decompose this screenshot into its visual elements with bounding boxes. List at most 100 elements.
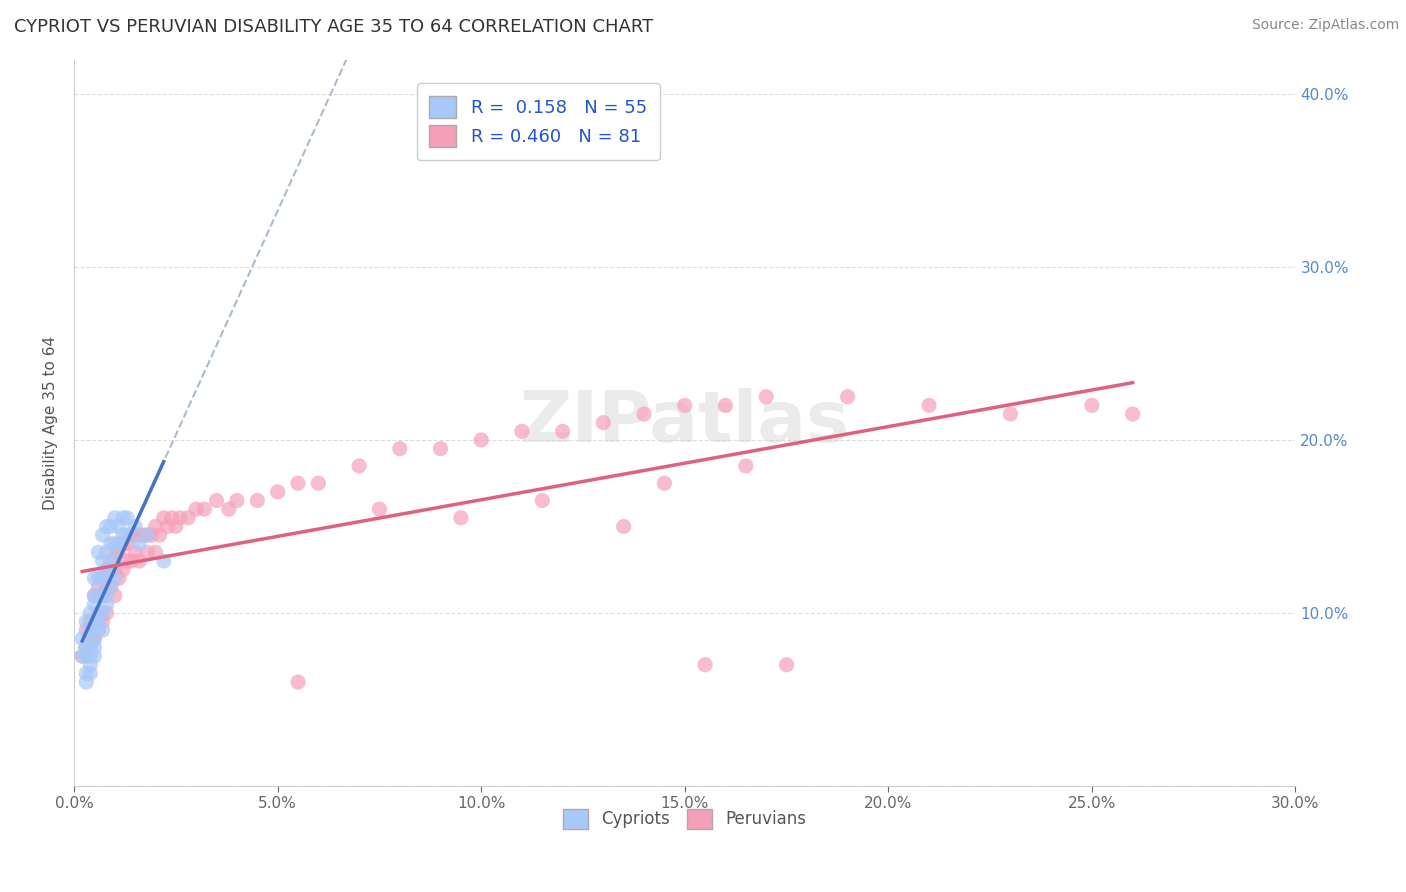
Point	[1000, 407, 1022, 421]
Point	[918, 398, 941, 412]
Point	[83, 597, 105, 611]
Point	[87, 589, 110, 603]
Point	[87, 606, 110, 620]
Point	[755, 390, 778, 404]
Point	[136, 545, 159, 559]
Point	[79, 649, 101, 664]
Point	[79, 606, 101, 620]
Point	[91, 589, 114, 603]
Point	[79, 632, 101, 646]
Point	[551, 425, 574, 439]
Point	[75, 675, 97, 690]
Point	[104, 537, 127, 551]
Point	[111, 528, 134, 542]
Point	[104, 563, 127, 577]
Text: ZIPatlas: ZIPatlas	[520, 388, 849, 458]
Point	[104, 589, 127, 603]
Point	[1122, 407, 1144, 421]
Point	[128, 537, 150, 551]
Point	[592, 416, 614, 430]
Point	[470, 433, 492, 447]
Point	[287, 675, 309, 690]
Y-axis label: Disability Age 35 to 64: Disability Age 35 to 64	[44, 335, 58, 509]
Point	[70, 649, 93, 664]
Point	[673, 398, 696, 412]
Point	[83, 640, 105, 655]
Point	[79, 666, 101, 681]
Point	[96, 563, 118, 577]
Point	[128, 554, 150, 568]
Point	[96, 589, 118, 603]
Point	[177, 510, 200, 524]
Point	[145, 545, 167, 559]
Point	[87, 606, 110, 620]
Point	[156, 519, 179, 533]
Point	[136, 528, 159, 542]
Point	[100, 554, 122, 568]
Point	[70, 632, 93, 646]
Point	[613, 519, 636, 533]
Point	[132, 528, 155, 542]
Point	[75, 615, 97, 629]
Point	[429, 442, 451, 456]
Point	[734, 458, 756, 473]
Point	[124, 519, 146, 533]
Point	[111, 537, 134, 551]
Point	[104, 571, 127, 585]
Point	[531, 493, 554, 508]
Point	[75, 640, 97, 655]
Point	[91, 554, 114, 568]
Point	[115, 510, 138, 524]
Point	[91, 623, 114, 637]
Point	[108, 537, 131, 551]
Point	[368, 502, 391, 516]
Point	[100, 537, 122, 551]
Point	[87, 580, 110, 594]
Point	[79, 657, 101, 672]
Point	[91, 528, 114, 542]
Point	[218, 502, 240, 516]
Point	[87, 571, 110, 585]
Point	[87, 545, 110, 559]
Point	[111, 563, 134, 577]
Point	[96, 606, 118, 620]
Point	[837, 390, 859, 404]
Point	[510, 425, 533, 439]
Point	[120, 528, 142, 542]
Point	[91, 615, 114, 629]
Point	[165, 519, 187, 533]
Point	[104, 545, 127, 559]
Point	[75, 640, 97, 655]
Point	[111, 510, 134, 524]
Point	[108, 545, 131, 559]
Point	[91, 571, 114, 585]
Point	[100, 519, 122, 533]
Point	[246, 493, 269, 508]
Point	[108, 519, 131, 533]
Point	[136, 528, 159, 542]
Point	[152, 510, 174, 524]
Point	[115, 528, 138, 542]
Point	[654, 476, 676, 491]
Point	[100, 580, 122, 594]
Point	[633, 407, 655, 421]
Point	[307, 476, 329, 491]
Point	[87, 623, 110, 637]
Point	[388, 442, 411, 456]
Text: Source: ZipAtlas.com: Source: ZipAtlas.com	[1251, 18, 1399, 32]
Point	[83, 623, 105, 637]
Point	[287, 476, 309, 491]
Point	[104, 554, 127, 568]
Point	[79, 615, 101, 629]
Point	[91, 571, 114, 585]
Point	[75, 666, 97, 681]
Point	[100, 580, 122, 594]
Point	[70, 649, 93, 664]
Point	[775, 657, 797, 672]
Point	[83, 632, 105, 646]
Text: CYPRIOT VS PERUVIAN DISABILITY AGE 35 TO 64 CORRELATION CHART: CYPRIOT VS PERUVIAN DISABILITY AGE 35 TO…	[14, 18, 654, 36]
Point	[83, 571, 105, 585]
Point	[100, 563, 122, 577]
Point	[83, 615, 105, 629]
Point	[91, 589, 114, 603]
